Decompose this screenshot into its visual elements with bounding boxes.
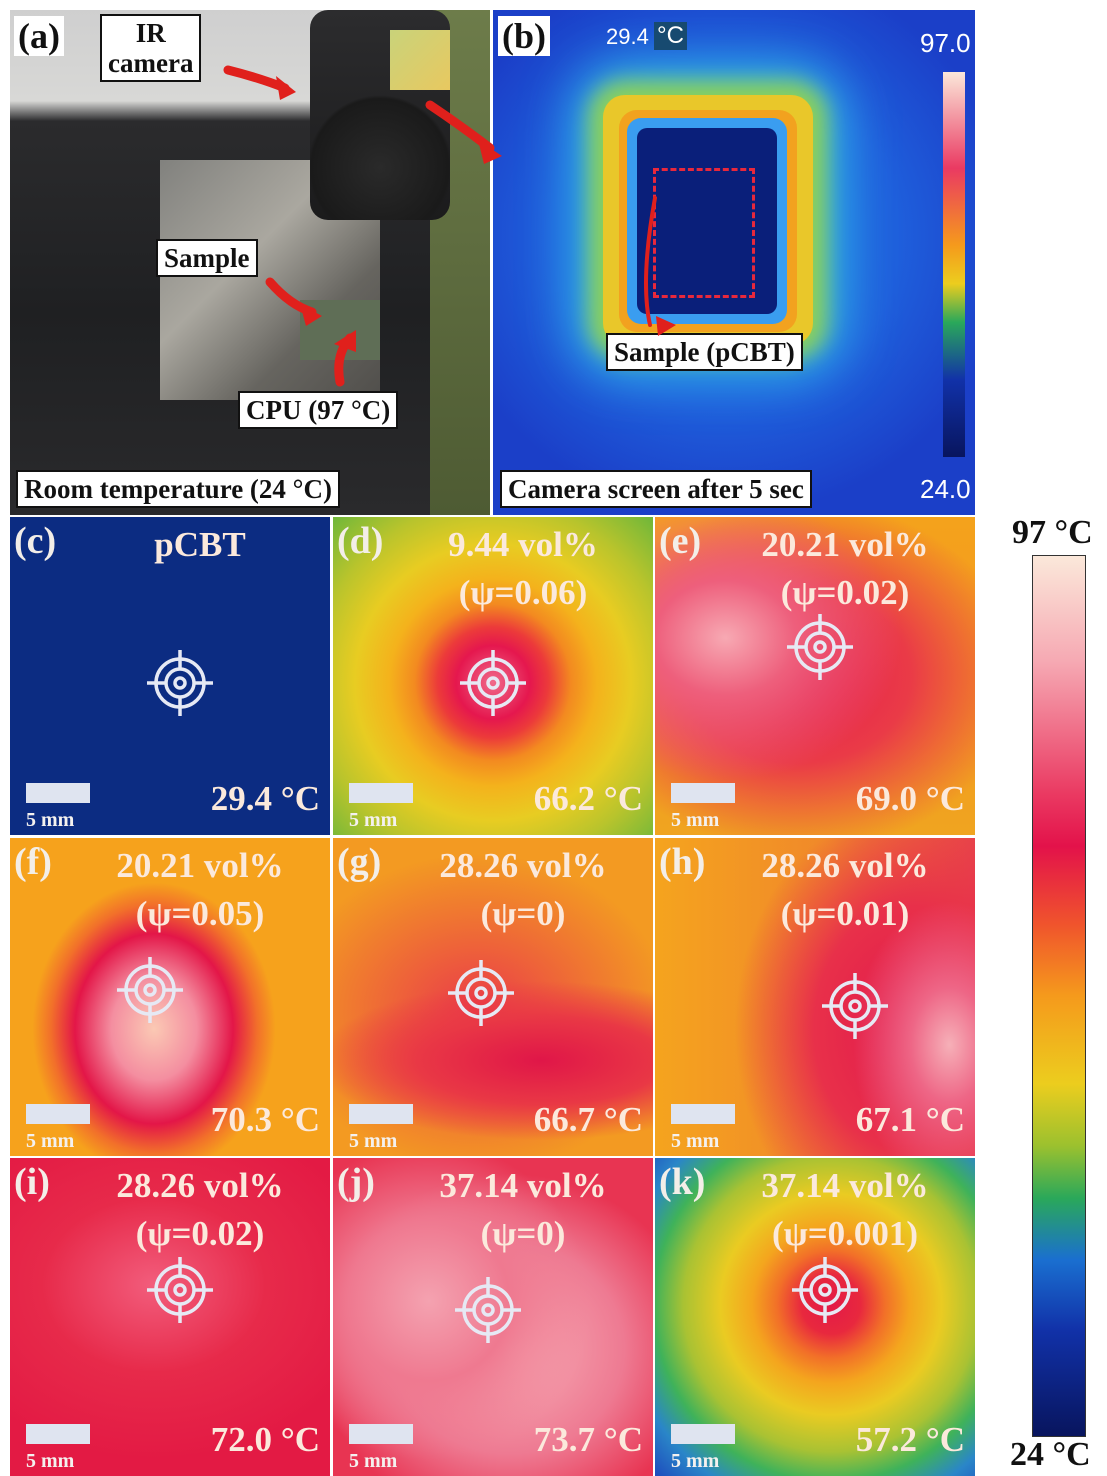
target-icon: [446, 958, 516, 1028]
panel-title: pCBT: [50, 525, 330, 565]
temperature: 66.7 °C: [534, 1100, 643, 1140]
panel-label: (i): [14, 1162, 50, 1202]
panel-title: 37.14 vol%: [695, 1166, 975, 1206]
scale-bar-label: 5 mm: [671, 1450, 719, 1472]
scale-bar: [26, 1104, 90, 1124]
scale-bar: [349, 1104, 413, 1124]
scale-bar: [671, 783, 735, 803]
temperature: 69.0 °C: [856, 779, 965, 819]
target-icon: [820, 971, 890, 1041]
temperature: 70.3 °C: [211, 1100, 320, 1140]
temperature: 29.4 °C: [211, 779, 320, 819]
scale-bar: [349, 783, 413, 803]
target-icon: [145, 1255, 215, 1325]
thermal-panel: (i)28.26 vol% (ψ=0.02) 5 mm 72.0 °C: [10, 1158, 330, 1476]
panel-title: 37.14 vol%: [373, 1166, 653, 1206]
scale-bar: [349, 1424, 413, 1444]
panel-title: 20.21 vol%: [695, 525, 975, 565]
scale-bar: [26, 1424, 90, 1444]
arrows: [0, 0, 975, 515]
colorbar: [1032, 555, 1086, 1437]
panel-label: (f): [14, 842, 52, 882]
panel-title: 28.26 vol%: [373, 846, 653, 886]
panel-title: (ψ=0.001): [695, 1214, 975, 1254]
target-icon: [458, 648, 528, 718]
temperature: 73.7 °C: [534, 1420, 643, 1460]
scale-bar: [671, 1104, 735, 1124]
scale-bar-label: 5 mm: [671, 809, 719, 831]
arrowhead: [656, 316, 676, 336]
target-icon: [785, 612, 855, 682]
panel-title: (ψ=0): [373, 894, 653, 934]
panel-title: 28.26 vol%: [695, 846, 975, 886]
panel-title: (ψ=0.01): [695, 894, 975, 934]
colorbar-max: 97 °C: [1012, 514, 1093, 552]
panel-title: (ψ=0): [373, 1214, 653, 1254]
panel-title: (ψ=0.06): [373, 573, 653, 613]
panel-title: 9.44 vol%: [373, 525, 653, 565]
scale-bar-label: 5 mm: [349, 1130, 397, 1152]
temperature: 66.2 °C: [534, 779, 643, 819]
scale-bar-label: 5 mm: [349, 1450, 397, 1472]
panel-title: (ψ=0.02): [695, 573, 975, 613]
arrow: [646, 198, 655, 325]
scale-bar-label: 5 mm: [349, 809, 397, 831]
target-icon: [115, 955, 185, 1025]
arrowhead: [276, 76, 296, 100]
figure: (a) IR camera Sample CPU (97 °C) Room te…: [0, 0, 1107, 1476]
scale-bar-label: 5 mm: [26, 809, 74, 831]
panel-label: (j): [337, 1162, 375, 1202]
arrow: [430, 105, 490, 148]
target-icon: [790, 1255, 860, 1325]
scale-bar: [671, 1424, 735, 1444]
scale-bar-label: 5 mm: [26, 1130, 74, 1152]
scale-bar-label: 5 mm: [26, 1450, 74, 1472]
arrow: [228, 70, 285, 88]
panel-title: 28.26 vol%: [50, 1166, 330, 1206]
temperature: 72.0 °C: [211, 1420, 320, 1460]
thermal-panel: (f)20.21 vol% (ψ=0.05) 5 mm 70.3 °C: [10, 838, 330, 1156]
scale-bar-label: 5 mm: [671, 1130, 719, 1152]
panel-title: 20.21 vol%: [50, 846, 330, 886]
panel-title: (ψ=0.02): [50, 1214, 330, 1254]
thermal-panel: (j)37.14 vol% (ψ=0) 5 mm 73.7 °C: [333, 1158, 653, 1476]
scale-bar: [26, 783, 90, 803]
target-icon: [145, 648, 215, 718]
panel-title: (ψ=0.05): [50, 894, 330, 934]
temperature: 57.2 °C: [856, 1420, 965, 1460]
target-icon: [453, 1275, 523, 1345]
temperature: 67.1 °C: [856, 1100, 965, 1140]
colorbar-min: 24 °C: [1010, 1436, 1091, 1474]
